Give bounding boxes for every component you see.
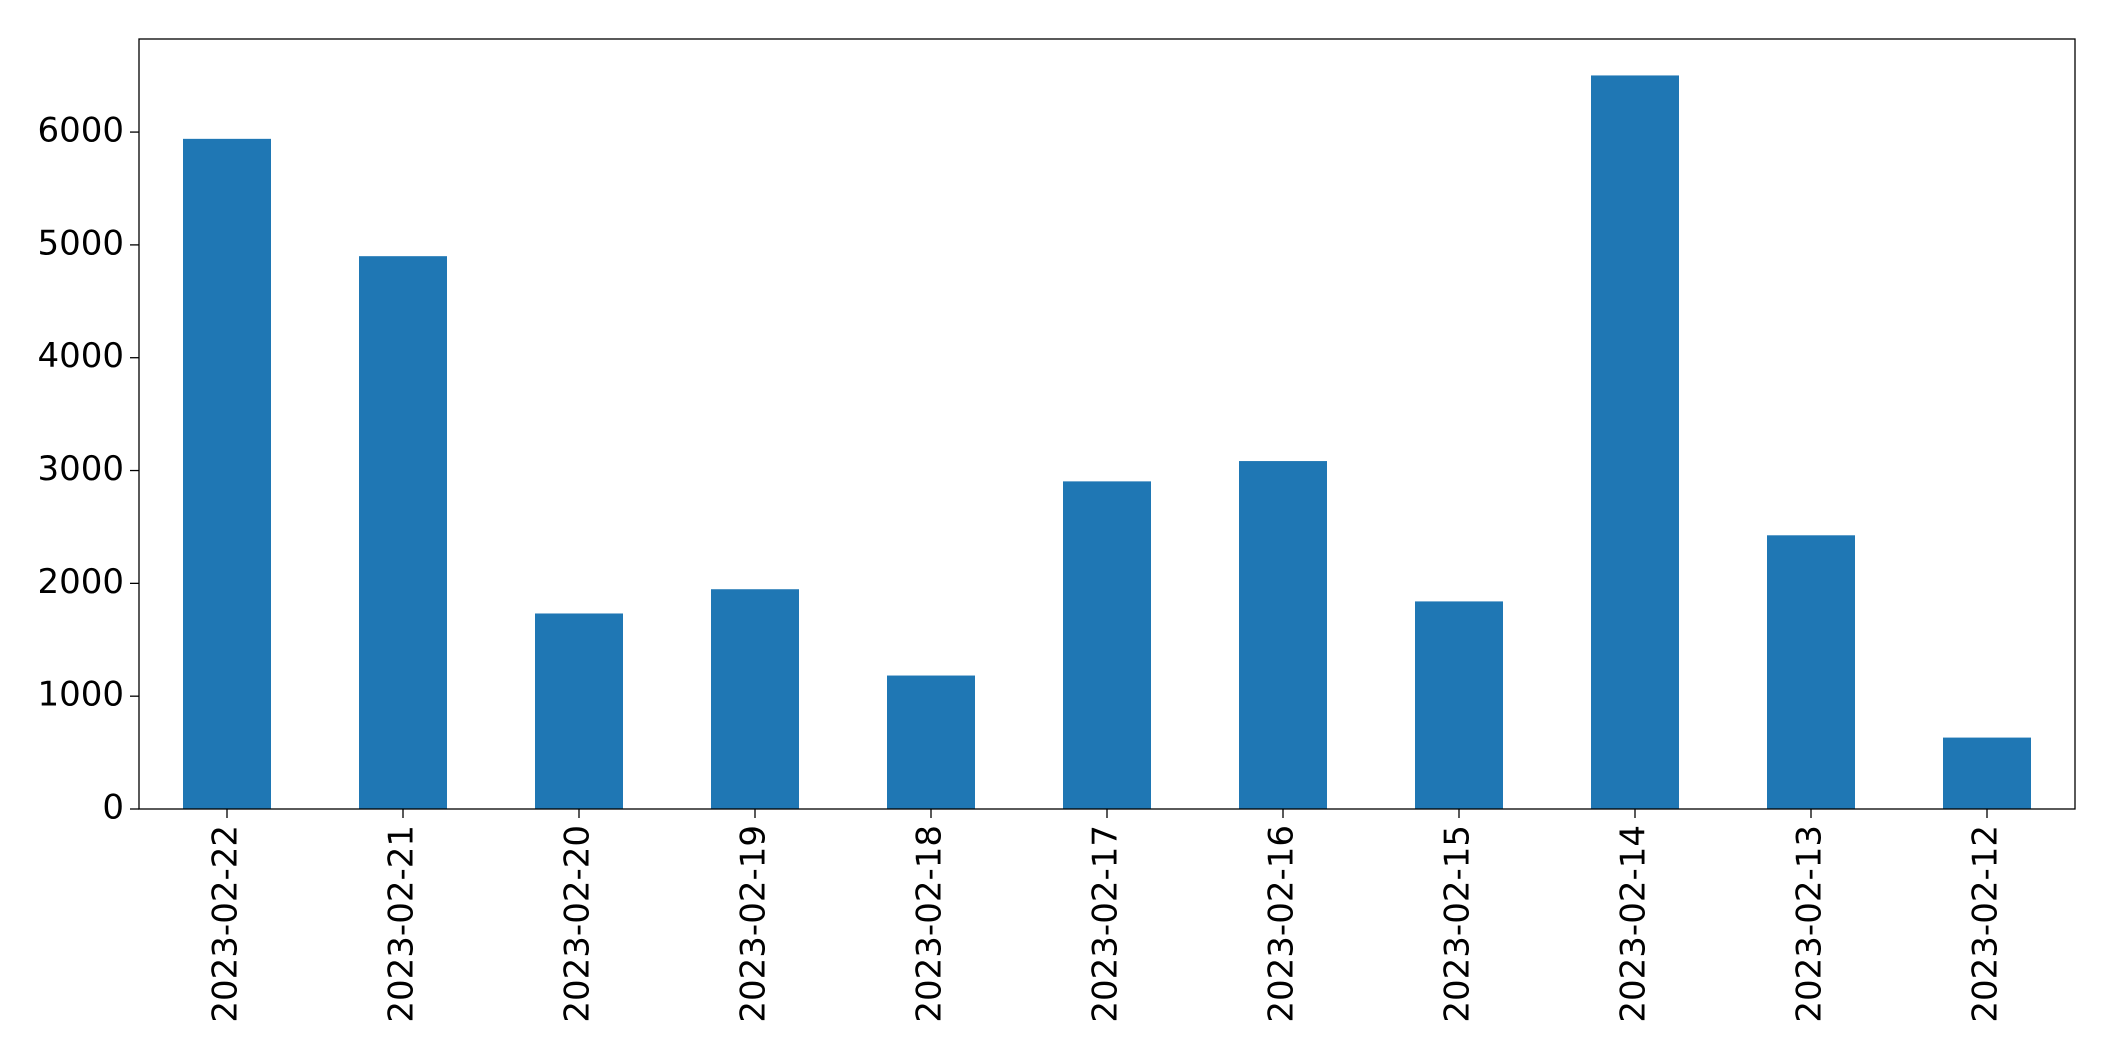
y-tick-label: 3000 (37, 449, 124, 489)
x-tick-label: 2023-02-21 (382, 825, 422, 1023)
x-tick-label: 2023-02-19 (734, 825, 774, 1023)
y-tick-label: 4000 (37, 336, 124, 376)
x-tick-label: 2023-02-17 (1086, 825, 1126, 1023)
y-tick-label: 5000 (37, 223, 124, 263)
bar (183, 138, 271, 809)
y-tick-label: 6000 (37, 111, 124, 151)
bar (1591, 75, 1679, 809)
x-tick-label: 2023-02-20 (558, 825, 598, 1023)
y-tick-label: 0 (102, 788, 124, 828)
bar (1943, 737, 2031, 809)
bar (535, 613, 623, 809)
bar (887, 675, 975, 809)
x-tick-label: 2023-02-12 (1966, 825, 2006, 1023)
x-tick-label: 2023-02-22 (206, 825, 246, 1023)
y-tick-label: 1000 (37, 675, 124, 715)
y-tick-label: 2000 (37, 562, 124, 602)
bar (1415, 601, 1503, 809)
bar (359, 256, 447, 810)
x-tick-label: 2023-02-18 (910, 825, 950, 1023)
bar (711, 589, 799, 809)
bar (1239, 461, 1327, 809)
x-tick-label: 2023-02-15 (1438, 825, 1478, 1023)
x-tick-label: 2023-02-14 (1614, 825, 1654, 1023)
plot-frame (138, 38, 2076, 810)
x-tick-label: 2023-02-16 (1262, 825, 1302, 1023)
x-tick-label: 2023-02-13 (1790, 825, 1830, 1023)
bar (1063, 481, 1151, 809)
bar (1767, 535, 1855, 809)
